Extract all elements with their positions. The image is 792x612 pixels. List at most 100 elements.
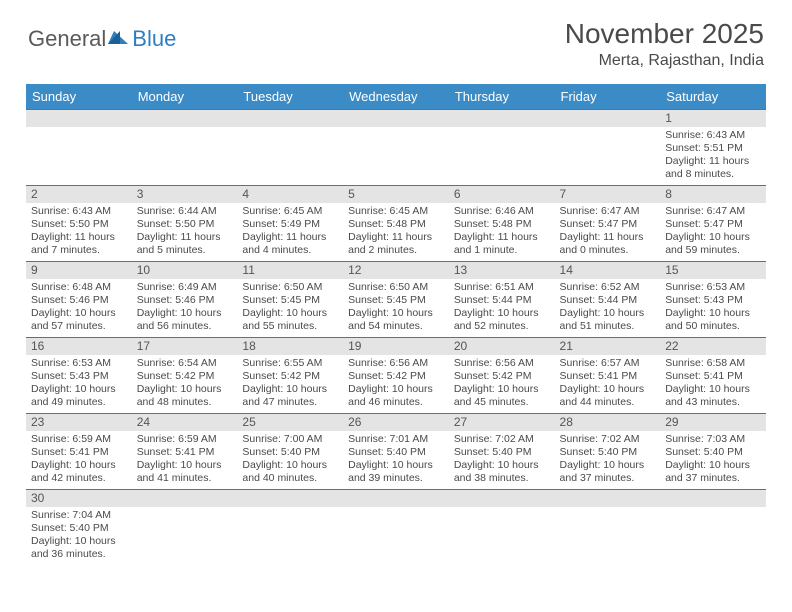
day-data: Sunrise: 6:43 AMSunset: 5:51 PMDaylight:…: [660, 127, 766, 185]
calendar-cell-empty: [343, 110, 449, 186]
page-header: General Blue November 2025 Merta, Rajast…: [0, 0, 792, 78]
day-data: Sunrise: 7:02 AMSunset: 5:40 PMDaylight:…: [449, 431, 555, 489]
calendar-cell: 8Sunrise: 6:47 AMSunset: 5:47 PMDaylight…: [660, 186, 766, 262]
day-number-empty: [343, 110, 449, 127]
calendar-cell: 1Sunrise: 6:43 AMSunset: 5:51 PMDaylight…: [660, 110, 766, 186]
day-number-empty: [237, 110, 343, 127]
day-data: Sunrise: 6:50 AMSunset: 5:45 PMDaylight:…: [237, 279, 343, 337]
day-number: 12: [343, 262, 449, 279]
day-number-empty: [449, 110, 555, 127]
weekday-header: Saturday: [660, 84, 766, 110]
day-number: 14: [555, 262, 661, 279]
day-data: Sunrise: 6:53 AMSunset: 5:43 PMDaylight:…: [26, 355, 132, 413]
calendar-body: 1Sunrise: 6:43 AMSunset: 5:51 PMDaylight…: [26, 110, 766, 566]
calendar-cell: 23Sunrise: 6:59 AMSunset: 5:41 PMDayligh…: [26, 414, 132, 490]
calendar-row: 9Sunrise: 6:48 AMSunset: 5:46 PMDaylight…: [26, 262, 766, 338]
calendar-cell: 29Sunrise: 7:03 AMSunset: 5:40 PMDayligh…: [660, 414, 766, 490]
calendar-row: 30Sunrise: 7:04 AMSunset: 5:40 PMDayligh…: [26, 490, 766, 566]
day-number: 23: [26, 414, 132, 431]
calendar-cell-empty: [132, 490, 238, 566]
calendar-cell-empty: [26, 110, 132, 186]
day-data: Sunrise: 6:45 AMSunset: 5:48 PMDaylight:…: [343, 203, 449, 261]
day-number: 21: [555, 338, 661, 355]
day-data: Sunrise: 6:45 AMSunset: 5:49 PMDaylight:…: [237, 203, 343, 261]
day-number: 9: [26, 262, 132, 279]
day-number-empty: [132, 110, 238, 127]
calendar-cell: 25Sunrise: 7:00 AMSunset: 5:40 PMDayligh…: [237, 414, 343, 490]
day-number: 25: [237, 414, 343, 431]
weekday-header-row: SundayMondayTuesdayWednesdayThursdayFrid…: [26, 84, 766, 110]
weekday-header: Tuesday: [237, 84, 343, 110]
day-number-empty: [343, 490, 449, 507]
title-block: November 2025 Merta, Rajasthan, India: [565, 18, 764, 70]
calendar-cell: 16Sunrise: 6:53 AMSunset: 5:43 PMDayligh…: [26, 338, 132, 414]
calendar-cell: 15Sunrise: 6:53 AMSunset: 5:43 PMDayligh…: [660, 262, 766, 338]
day-data: Sunrise: 6:48 AMSunset: 5:46 PMDaylight:…: [26, 279, 132, 337]
calendar-cell-empty: [660, 490, 766, 566]
calendar-cell: 3Sunrise: 6:44 AMSunset: 5:50 PMDaylight…: [132, 186, 238, 262]
day-number-empty: [26, 110, 132, 127]
calendar-cell: 30Sunrise: 7:04 AMSunset: 5:40 PMDayligh…: [26, 490, 132, 566]
calendar-cell: 17Sunrise: 6:54 AMSunset: 5:42 PMDayligh…: [132, 338, 238, 414]
day-data: Sunrise: 6:47 AMSunset: 5:47 PMDaylight:…: [555, 203, 661, 261]
day-number: 11: [237, 262, 343, 279]
day-number: 10: [132, 262, 238, 279]
day-number: 7: [555, 186, 661, 203]
day-data: Sunrise: 7:01 AMSunset: 5:40 PMDaylight:…: [343, 431, 449, 489]
calendar-cell-empty: [555, 490, 661, 566]
day-data: Sunrise: 6:49 AMSunset: 5:46 PMDaylight:…: [132, 279, 238, 337]
day-data: Sunrise: 6:47 AMSunset: 5:47 PMDaylight:…: [660, 203, 766, 261]
calendar-cell: 18Sunrise: 6:55 AMSunset: 5:42 PMDayligh…: [237, 338, 343, 414]
calendar-cell: 6Sunrise: 6:46 AMSunset: 5:48 PMDaylight…: [449, 186, 555, 262]
calendar-cell: 7Sunrise: 6:47 AMSunset: 5:47 PMDaylight…: [555, 186, 661, 262]
calendar-cell: 14Sunrise: 6:52 AMSunset: 5:44 PMDayligh…: [555, 262, 661, 338]
weekday-header: Friday: [555, 84, 661, 110]
calendar-cell-empty: [343, 490, 449, 566]
day-data: Sunrise: 6:46 AMSunset: 5:48 PMDaylight:…: [449, 203, 555, 261]
day-data: Sunrise: 6:44 AMSunset: 5:50 PMDaylight:…: [132, 203, 238, 261]
month-title: November 2025: [565, 18, 764, 50]
day-number: 3: [132, 186, 238, 203]
day-data: Sunrise: 6:50 AMSunset: 5:45 PMDaylight:…: [343, 279, 449, 337]
day-data: Sunrise: 6:52 AMSunset: 5:44 PMDaylight:…: [555, 279, 661, 337]
calendar-cell: 26Sunrise: 7:01 AMSunset: 5:40 PMDayligh…: [343, 414, 449, 490]
day-data: Sunrise: 6:58 AMSunset: 5:41 PMDaylight:…: [660, 355, 766, 413]
calendar-cell: 21Sunrise: 6:57 AMSunset: 5:41 PMDayligh…: [555, 338, 661, 414]
calendar-cell-empty: [132, 110, 238, 186]
day-number: 1: [660, 110, 766, 127]
calendar-cell: 27Sunrise: 7:02 AMSunset: 5:40 PMDayligh…: [449, 414, 555, 490]
day-data: Sunrise: 6:59 AMSunset: 5:41 PMDaylight:…: [26, 431, 132, 489]
day-number-empty: [237, 490, 343, 507]
calendar-cell-empty: [449, 110, 555, 186]
day-number: 26: [343, 414, 449, 431]
day-number: 2: [26, 186, 132, 203]
weekday-header: Monday: [132, 84, 238, 110]
day-data: Sunrise: 6:54 AMSunset: 5:42 PMDaylight:…: [132, 355, 238, 413]
calendar-cell-empty: [237, 490, 343, 566]
calendar-row: 1Sunrise: 6:43 AMSunset: 5:51 PMDaylight…: [26, 110, 766, 186]
day-data: Sunrise: 6:51 AMSunset: 5:44 PMDaylight:…: [449, 279, 555, 337]
day-number: 30: [26, 490, 132, 507]
brand-logo: General Blue: [28, 18, 176, 52]
calendar-cell: 19Sunrise: 6:56 AMSunset: 5:42 PMDayligh…: [343, 338, 449, 414]
calendar-cell: 12Sunrise: 6:50 AMSunset: 5:45 PMDayligh…: [343, 262, 449, 338]
calendar-cell-empty: [237, 110, 343, 186]
day-number: 22: [660, 338, 766, 355]
day-number-empty: [660, 490, 766, 507]
day-number-empty: [555, 490, 661, 507]
calendar-cell: 2Sunrise: 6:43 AMSunset: 5:50 PMDaylight…: [26, 186, 132, 262]
calendar-cell-empty: [449, 490, 555, 566]
day-number: 18: [237, 338, 343, 355]
day-number: 4: [237, 186, 343, 203]
day-number: 20: [449, 338, 555, 355]
day-number: 16: [26, 338, 132, 355]
calendar-cell: 4Sunrise: 6:45 AMSunset: 5:49 PMDaylight…: [237, 186, 343, 262]
calendar-cell: 24Sunrise: 6:59 AMSunset: 5:41 PMDayligh…: [132, 414, 238, 490]
day-number: 17: [132, 338, 238, 355]
calendar-cell: 20Sunrise: 6:56 AMSunset: 5:42 PMDayligh…: [449, 338, 555, 414]
day-data: Sunrise: 6:55 AMSunset: 5:42 PMDaylight:…: [237, 355, 343, 413]
day-data: Sunrise: 7:02 AMSunset: 5:40 PMDaylight:…: [555, 431, 661, 489]
day-number: 27: [449, 414, 555, 431]
flag-icon: [106, 27, 132, 52]
location-subtitle: Merta, Rajasthan, India: [565, 52, 764, 70]
